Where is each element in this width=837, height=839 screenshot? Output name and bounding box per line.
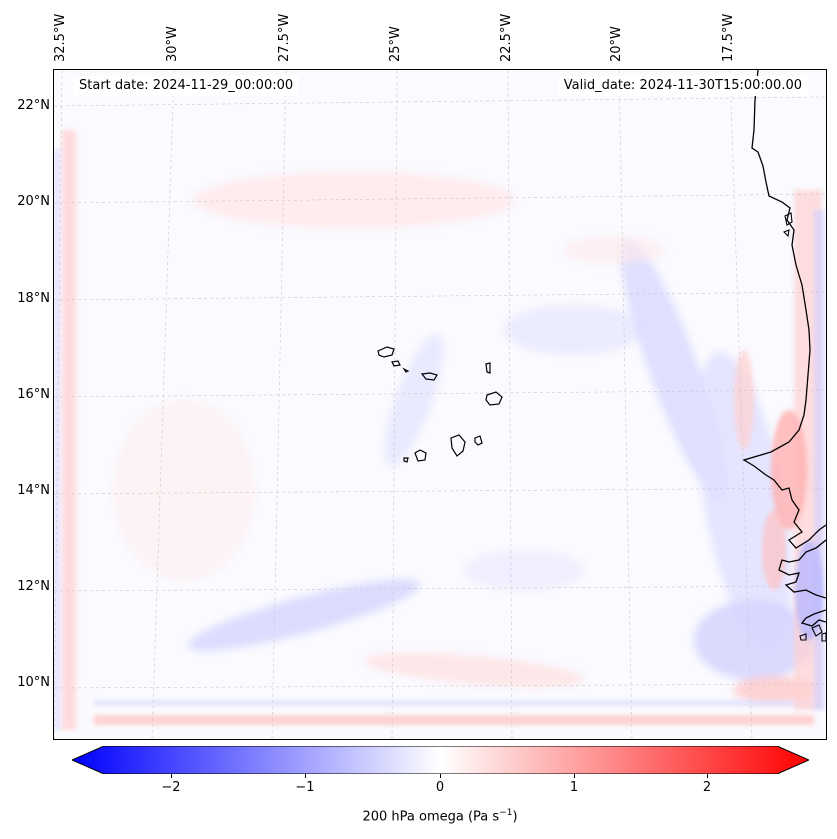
lon-label-30w: 30°W xyxy=(165,26,180,62)
colorbar-label: 200 hPa omega (Pa s−1) xyxy=(0,808,837,824)
lon-label-32-5w: 32.5°W xyxy=(53,13,68,62)
map-panel xyxy=(53,69,827,740)
lon-label-17-5w: 17.5°W xyxy=(721,13,736,62)
lat-label-16n: 16°N xyxy=(17,387,50,402)
lon-label-25w: 25°W xyxy=(388,26,403,62)
colorbar-label-close: ) xyxy=(512,809,518,825)
lon-label-20w: 20°W xyxy=(609,26,624,62)
colorbar-svg xyxy=(70,745,811,775)
colorbar-gradient xyxy=(70,745,811,775)
colorbar-tick-label: 2 xyxy=(702,780,712,795)
gridlines xyxy=(54,70,826,739)
colorbar-label-exponent: −1 xyxy=(499,808,513,818)
lat-label-18n: 18°N xyxy=(17,291,50,306)
lat-label-14n: 14°N xyxy=(17,483,50,498)
colorbar-tickmark xyxy=(574,774,575,778)
colorbar-label-text: 200 hPa omega (Pa s xyxy=(362,809,500,825)
lon-label-22-5w: 22.5°W xyxy=(499,13,514,62)
colorbar-tick-label: 1 xyxy=(569,780,579,795)
colorbar-tickmark xyxy=(171,774,172,778)
lat-label-20n: 20°N xyxy=(17,194,50,209)
lat-label-22n: 22°N xyxy=(17,98,50,113)
start-date-label: Start date: 2024-11-29_00:00:00 xyxy=(73,76,300,96)
lon-label-27-5w: 27.5°W xyxy=(277,13,292,62)
colorbar xyxy=(70,745,811,775)
colorbar-tickmark xyxy=(707,774,708,778)
lat-label-12n: 12°N xyxy=(17,579,50,594)
valid-date-label: Valid_date: 2024-11-30T15:00:00.00 xyxy=(557,76,808,96)
colorbar-tickmark xyxy=(440,774,441,778)
colorbar-tick-label: −1 xyxy=(295,780,315,795)
cape-verde-islands xyxy=(377,346,503,463)
lat-label-10n: 10°N xyxy=(17,675,50,690)
colorbar-tick-label: 0 xyxy=(435,780,445,795)
african-coastline xyxy=(742,70,826,627)
colorbar-tick-label: −2 xyxy=(161,780,181,795)
coastal-islands xyxy=(783,212,826,642)
omega-field-map xyxy=(54,70,826,739)
colorbar-tickmark xyxy=(305,774,306,778)
